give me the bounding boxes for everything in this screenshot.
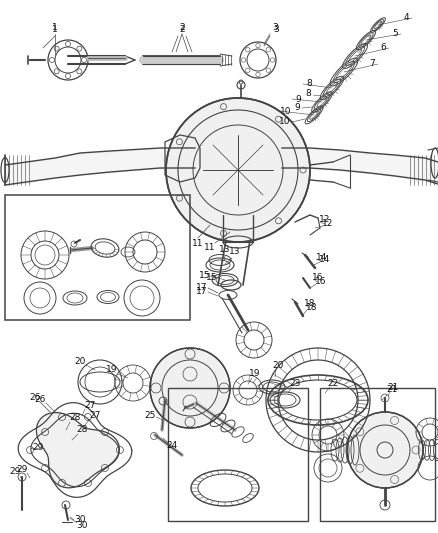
Text: 12: 12 [319,215,331,224]
Text: 16: 16 [312,273,324,282]
Text: 21: 21 [387,384,399,392]
Text: 22: 22 [327,378,339,387]
Text: 26: 26 [34,395,46,405]
Circle shape [166,98,310,242]
Text: 9: 9 [295,94,301,103]
Text: 19: 19 [249,369,261,378]
Text: 28: 28 [76,425,88,434]
Text: 10: 10 [279,117,291,126]
Text: 13: 13 [219,246,231,254]
Text: 4: 4 [403,13,409,22]
Text: 29: 29 [32,443,44,453]
Text: 17: 17 [196,287,208,296]
Text: 29: 29 [9,467,21,477]
Text: 18: 18 [304,298,316,308]
Text: 3: 3 [273,26,279,35]
Text: 8: 8 [305,88,311,98]
Text: 17: 17 [196,284,208,293]
Text: 1: 1 [52,23,58,33]
Text: 28: 28 [69,414,81,423]
Text: 7: 7 [369,60,375,69]
Text: 11: 11 [192,239,204,248]
Text: 30: 30 [76,521,88,529]
Text: 15: 15 [206,273,218,282]
Circle shape [150,348,230,428]
Polygon shape [36,413,119,488]
Text: 23: 23 [290,378,301,387]
Text: 19: 19 [106,366,118,375]
Text: 2: 2 [179,26,185,35]
Text: 8: 8 [306,79,312,88]
Text: 14: 14 [316,253,328,262]
Text: 3: 3 [272,23,278,33]
Text: 27: 27 [84,400,95,409]
Text: 21: 21 [386,385,398,394]
Text: 6: 6 [380,44,386,52]
Bar [168,388,308,521]
Circle shape [347,412,423,488]
Text: 24: 24 [166,440,178,449]
Text: 12: 12 [322,220,334,229]
Text: 13: 13 [229,247,241,256]
Text: 30: 30 [74,515,86,524]
Text: 14: 14 [319,255,331,264]
Text: 26: 26 [29,393,41,402]
Text: 9: 9 [294,103,300,112]
Text: 18: 18 [306,303,318,312]
Text: 20: 20 [74,358,86,367]
Text: 25: 25 [144,410,155,419]
Bar [320,388,435,521]
Text: 1: 1 [52,26,58,35]
Text: 10: 10 [280,107,292,116]
Text: 16: 16 [315,278,327,287]
Text: 20: 20 [272,361,284,370]
Text: 27: 27 [89,410,101,419]
Bar [5,195,190,320]
Text: 5: 5 [392,29,398,38]
Text: 2: 2 [179,23,185,33]
Text: 11: 11 [204,243,216,252]
Text: 29: 29 [16,465,28,474]
Text: 15: 15 [199,271,211,280]
